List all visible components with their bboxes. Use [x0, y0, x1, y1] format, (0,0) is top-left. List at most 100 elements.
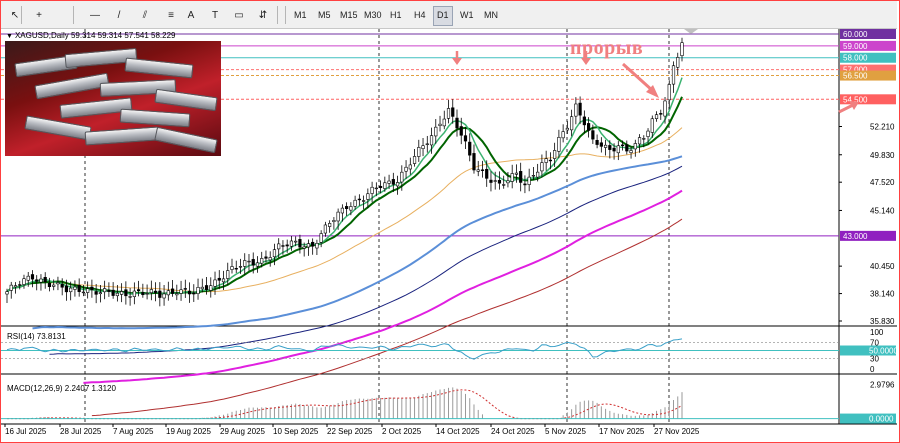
candle-body[interactable] [277, 243, 281, 250]
candle-body[interactable] [226, 270, 230, 279]
candle-body[interactable] [408, 164, 412, 170]
text-icon[interactable]: A [187, 9, 195, 21]
candle-body[interactable] [561, 131, 565, 139]
arrows-icon[interactable]: ⇵ [258, 9, 268, 21]
candle-body[interactable] [340, 207, 344, 214]
candle-body[interactable] [493, 180, 497, 182]
candle-body[interactable] [502, 184, 506, 186]
candle-body[interactable] [149, 289, 153, 293]
candle-body[interactable] [629, 150, 633, 153]
label-icon[interactable]: T [211, 9, 219, 21]
candle-body[interactable] [395, 182, 400, 187]
candle-body[interactable] [192, 292, 196, 295]
candle-body[interactable] [650, 118, 654, 133]
candle-body[interactable] [625, 144, 629, 152]
candle-body[interactable] [26, 275, 30, 281]
candle-body[interactable] [255, 262, 260, 267]
candle-body[interactable] [328, 223, 332, 227]
candle-body[interactable] [175, 293, 179, 296]
candle-body[interactable] [497, 179, 502, 184]
candle-body[interactable] [523, 183, 527, 186]
candle-body[interactable] [544, 158, 548, 163]
candle-body[interactable] [90, 286, 94, 291]
candle-body[interactable] [582, 116, 586, 126]
candle-body[interactable] [378, 185, 383, 189]
candle-body[interactable] [52, 284, 56, 287]
candle-body[interactable] [170, 288, 175, 294]
candle-body[interactable] [103, 288, 107, 293]
candle-body[interactable] [400, 171, 404, 183]
candle-body[interactable] [120, 291, 124, 295]
candle-body[interactable] [608, 145, 612, 150]
candle-body[interactable] [294, 240, 298, 243]
candle-body[interactable] [574, 103, 578, 117]
timeframe-h1[interactable]: H1 [390, 10, 402, 20]
candle-body[interactable] [349, 206, 353, 211]
candle-body[interactable] [472, 153, 476, 171]
candle-body[interactable] [362, 200, 366, 202]
candle-body[interactable] [595, 140, 599, 145]
candle-body[interactable] [158, 290, 162, 298]
candle-body[interactable] [64, 285, 69, 293]
candle-body[interactable] [519, 171, 523, 183]
candle-body[interactable] [383, 182, 387, 189]
candle-body[interactable] [468, 141, 472, 156]
candle-body[interactable] [476, 169, 480, 172]
candle-body[interactable] [680, 42, 684, 57]
timeframe-m1[interactable]: M1 [294, 10, 307, 20]
candle-body[interactable] [557, 137, 561, 152]
channel-icon[interactable]: ⫽ [142, 9, 148, 21]
candle-body[interactable] [196, 287, 200, 295]
crosshair-icon[interactable]: + [36, 9, 42, 21]
candle-body[interactable] [489, 179, 493, 183]
candle-body[interactable] [671, 65, 676, 85]
shapes-icon[interactable]: ▭ [234, 9, 244, 21]
candle-body[interactable] [506, 180, 510, 184]
candle-body[interactable] [73, 286, 77, 290]
candle-body[interactable] [353, 199, 357, 207]
candle-body[interactable] [47, 282, 52, 288]
candle-body[interactable] [77, 284, 81, 292]
candle-body[interactable] [166, 290, 170, 296]
candle-body[interactable] [69, 287, 73, 293]
candle-body[interactable] [633, 143, 637, 150]
candle-body[interactable] [455, 117, 459, 129]
cursor-icon[interactable]: ↖ [10, 9, 20, 21]
candle-body[interactable] [603, 144, 608, 148]
candle-body[interactable] [302, 246, 306, 249]
timeframe-mn[interactable]: MN [484, 10, 498, 20]
candle-body[interactable] [663, 100, 667, 117]
candle-body[interactable] [132, 290, 136, 297]
candle-body[interactable] [548, 159, 552, 162]
candle-body[interactable] [667, 84, 671, 101]
fibonacci-icon[interactable]: ≡ [168, 9, 174, 21]
candle-body[interactable] [200, 286, 204, 290]
timeframe-m5[interactable]: M5 [318, 10, 331, 20]
candle-body[interactable] [306, 243, 311, 248]
candle-body[interactable] [86, 288, 90, 293]
candle-body[interactable] [345, 206, 349, 210]
candle-body[interactable] [485, 168, 489, 179]
candle-body[interactable] [98, 292, 102, 295]
candle-body[interactable] [115, 292, 119, 297]
candle-body[interactable] [56, 282, 60, 285]
candle-body[interactable] [315, 243, 319, 249]
candle-body[interactable] [217, 277, 221, 281]
candle-body[interactable] [18, 284, 22, 286]
candle-body[interactable] [43, 277, 47, 283]
candle-body[interactable] [404, 166, 408, 172]
candle-body[interactable] [459, 126, 463, 136]
candle-body[interactable] [438, 123, 442, 126]
candle-body[interactable] [357, 198, 361, 201]
candle-body[interactable] [60, 284, 64, 288]
candle-body[interactable] [251, 259, 255, 266]
candle-body[interactable] [565, 127, 569, 131]
candle-body[interactable] [81, 291, 86, 294]
candle-body[interactable] [260, 258, 264, 264]
candle-body[interactable] [323, 224, 327, 234]
candle-body[interactable] [637, 137, 642, 145]
timeframe-h4[interactable]: H4 [414, 10, 426, 20]
candle-body[interactable] [94, 291, 98, 295]
candle-body[interactable] [578, 102, 582, 116]
candle-body[interactable] [366, 193, 370, 200]
